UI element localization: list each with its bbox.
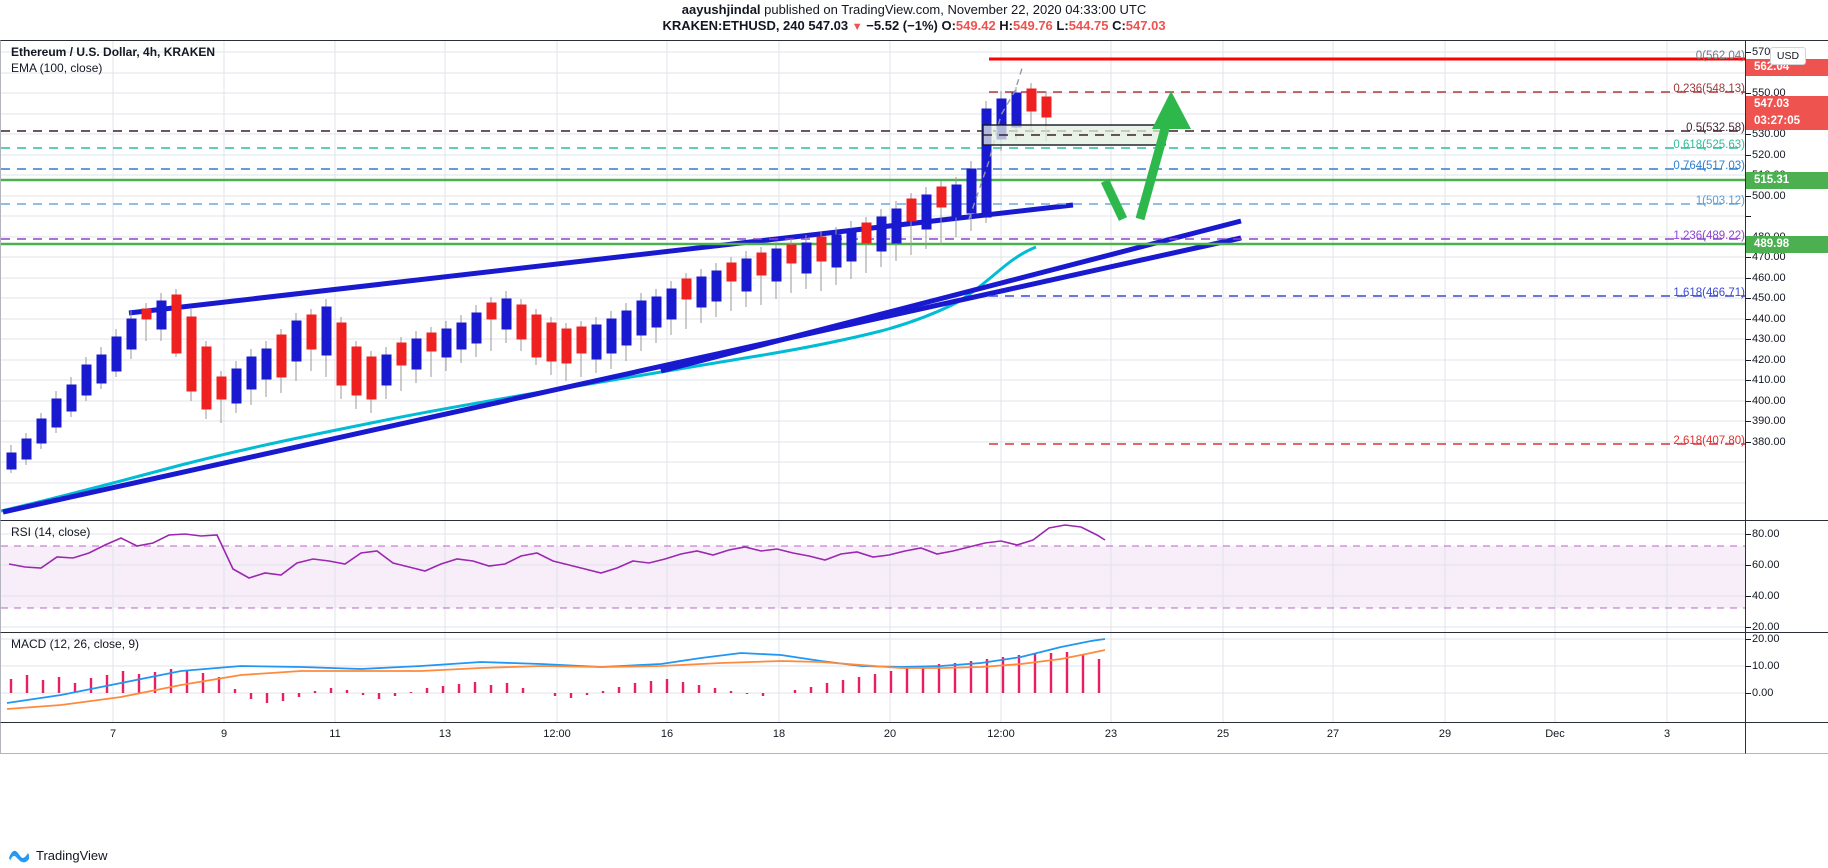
time-axis[interactable]: 7 9 11 13 12:00 16 18 20 12:00 23 25 27 … xyxy=(0,722,1746,754)
low-value: 544.75 xyxy=(1068,18,1109,33)
time-tick: 18 xyxy=(772,728,786,740)
tradingview-logo[interactable]: TradingView xyxy=(8,846,108,864)
rsi-tick: 40.00 xyxy=(1752,590,1780,602)
price-pane-title: Ethereum / U.S. Dollar, 4h, KRAKEN xyxy=(11,45,216,59)
price-axis[interactable]: USD 570.00 560.00 550.00 540.00 530.00 5… xyxy=(1745,40,1828,520)
time-tick: 20 xyxy=(883,728,897,740)
fib-label-0: 0(562.04) xyxy=(1695,50,1745,62)
macd-line xyxy=(6,638,1106,704)
rsi-band xyxy=(1,546,1745,608)
open-label: O: xyxy=(941,18,956,33)
candlestick-series xyxy=(6,83,1052,473)
bullish-arrow-head xyxy=(1152,91,1191,129)
trendline-lower-2 xyxy=(660,218,1242,374)
macd-axis[interactable]: 20.00 10.00 0.00 xyxy=(1745,632,1828,722)
rsi-tick: 60.00 xyxy=(1752,559,1780,571)
macd-tick: 20.00 xyxy=(1752,633,1780,645)
close-label: C: xyxy=(1112,18,1126,33)
last-price: 547.03 xyxy=(808,18,849,33)
time-tick: 7 xyxy=(109,728,117,740)
price-tick: 410.00 xyxy=(1752,374,1786,386)
ema-100-line xyxy=(1,245,1037,513)
fib-label-1618: 1.618(466.71) xyxy=(1673,287,1745,299)
countdown-tag: 03:27:05 xyxy=(1746,113,1828,130)
price-tick: 390.00 xyxy=(1752,415,1786,427)
trendline-lower xyxy=(2,235,1242,515)
price-tick: 420.00 xyxy=(1752,354,1786,366)
fib-label-05: 0.5(532.58) xyxy=(1686,122,1745,134)
time-tick: 12:00 xyxy=(543,728,571,740)
rsi-tick: 20.00 xyxy=(1752,621,1780,633)
close-value: 547.03 xyxy=(1125,18,1166,33)
price-tick: 460.00 xyxy=(1752,272,1786,284)
fib-label-0236: 0.236(548.13) xyxy=(1673,83,1745,95)
time-tick: 23 xyxy=(1104,728,1118,740)
time-tick: 27 xyxy=(1326,728,1340,740)
high-label: H: xyxy=(999,18,1014,33)
author-name: aayushjindal xyxy=(681,2,761,17)
time-tick: 13 xyxy=(438,728,452,740)
time-tick: 12:00 xyxy=(987,728,1015,740)
fib-label-0764: 0.764(517.03) xyxy=(1673,160,1745,172)
rsi-axis[interactable]: 80.00 60.00 40.00 20.00 xyxy=(1745,520,1828,633)
ema-indicator-title: EMA (100, close) xyxy=(11,61,103,75)
macd-pane[interactable]: MACD (12, 26, close, 9) xyxy=(0,632,1745,722)
low-label: L: xyxy=(1056,18,1069,33)
time-tick: 29 xyxy=(1438,728,1452,740)
price-pane[interactable]: Ethereum / U.S. Dollar, 4h, KRAKEN EMA (… xyxy=(0,40,1745,520)
fib-label-0618: 0.618(525.63) xyxy=(1673,139,1745,151)
macd-histogram xyxy=(9,652,1101,703)
trendline-upper xyxy=(128,202,1074,316)
time-tick: 3 xyxy=(1663,728,1671,740)
tradingview-logo-text: TradingView xyxy=(36,847,108,863)
open-value: 549.42 xyxy=(955,18,996,33)
price-tick: 380.00 xyxy=(1752,436,1786,448)
breakout-box xyxy=(982,124,1166,146)
chart-area[interactable]: Ethereum / U.S. Dollar, 4h, KRAKEN EMA (… xyxy=(0,32,1828,868)
macd-tick: 10.00 xyxy=(1752,660,1780,672)
currency-badge: USD xyxy=(1770,47,1806,65)
macd-pane-title: MACD (12, 26, close, 9) xyxy=(11,637,140,651)
fib-label-1: 1(503.12) xyxy=(1695,195,1745,207)
support-tag-515: 515.31 xyxy=(1746,172,1828,189)
rsi-line xyxy=(8,524,1106,579)
price-tick: 470.00 xyxy=(1752,251,1786,263)
fib-label-1236: 1.236(489.22) xyxy=(1673,230,1745,242)
time-axis-corner xyxy=(1745,722,1828,754)
price-tick: 520.00 xyxy=(1752,149,1786,161)
time-tick: 16 xyxy=(660,728,674,740)
down-arrow-icon: ▼ xyxy=(851,21,863,33)
chart-header: aayushjindal published on TradingView.co… xyxy=(0,0,1828,35)
price-tick: 530.00 xyxy=(1752,128,1786,140)
price-tick: 570.00 xyxy=(1752,46,1786,58)
price-tick: 500.00 xyxy=(1752,190,1786,202)
time-tick: 25 xyxy=(1216,728,1230,740)
last-price-tag: 547.03 xyxy=(1746,96,1828,113)
fib-label-2618: 2.618(407.80) xyxy=(1673,435,1745,447)
rsi-tick: 80.00 xyxy=(1752,528,1780,540)
symbol-ticker: KRAKEN:ETHUSD, 240 xyxy=(662,18,805,33)
price-tick: 550.00 xyxy=(1752,87,1786,99)
header-published-line: aayushjindal published on TradingView.co… xyxy=(0,2,1828,17)
projection-path xyxy=(968,64,1024,220)
time-tick: 9 xyxy=(220,728,228,740)
price-change: −5.52 (−1%) xyxy=(866,18,938,33)
tradingview-logo-icon xyxy=(9,850,29,863)
time-tick: 11 xyxy=(329,728,341,740)
price-tick: 430.00 xyxy=(1752,333,1786,345)
rsi-pane-title: RSI (14, close) xyxy=(11,525,91,539)
price-tick: 440.00 xyxy=(1752,313,1786,325)
published-text: published on TradingView.com, November 2… xyxy=(764,2,1147,17)
macd-tick: 0.00 xyxy=(1752,687,1774,699)
macd-signal-line xyxy=(6,649,1106,710)
high-value: 549.76 xyxy=(1013,18,1053,33)
price-tick: 400.00 xyxy=(1752,395,1786,407)
rsi-pane[interactable]: RSI (14, close) xyxy=(0,520,1745,632)
time-tick: Dec xyxy=(1545,728,1565,740)
price-tick: 450.00 xyxy=(1752,292,1786,304)
header-quote-line: KRAKEN:ETHUSD, 240 547.03 ▼ −5.52 (−1%) … xyxy=(0,18,1828,35)
grid-lines xyxy=(1,41,1745,520)
support-tag-490: 489.98 xyxy=(1746,236,1828,253)
